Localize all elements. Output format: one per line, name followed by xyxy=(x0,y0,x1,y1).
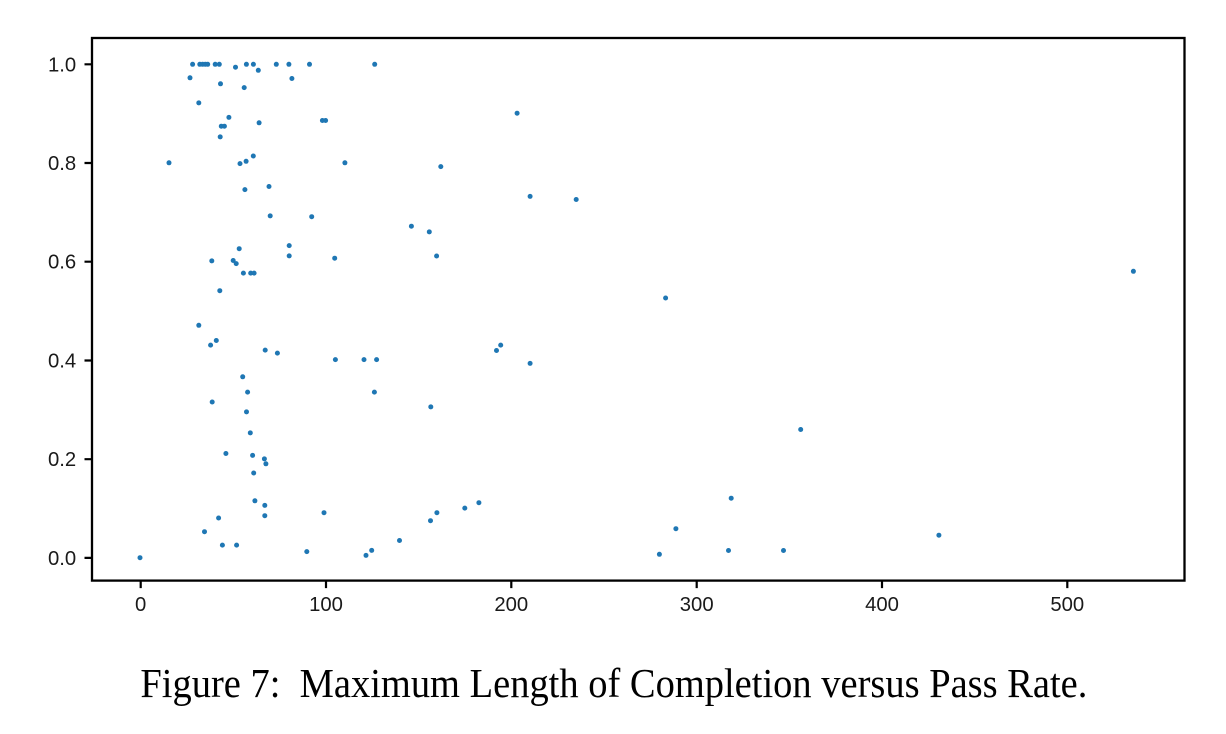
svg-text:400: 400 xyxy=(865,594,899,616)
svg-text:200: 200 xyxy=(494,594,528,616)
svg-text:1.0: 1.0 xyxy=(48,54,76,76)
svg-text:0: 0 xyxy=(135,594,146,616)
svg-text:Figure 7: Maximum Length of Co: Figure 7: Maximum Length of Completion v… xyxy=(140,660,1087,706)
svg-text:0.6: 0.6 xyxy=(48,252,76,274)
svg-text:0.8: 0.8 xyxy=(48,153,76,175)
svg-text:0.4: 0.4 xyxy=(48,351,76,373)
svg-text:300: 300 xyxy=(680,594,714,616)
svg-text:100: 100 xyxy=(309,594,343,616)
svg-text:0.2: 0.2 xyxy=(48,449,76,471)
svg-text:0.0: 0.0 xyxy=(48,548,76,570)
svg-text:500: 500 xyxy=(1050,594,1084,616)
